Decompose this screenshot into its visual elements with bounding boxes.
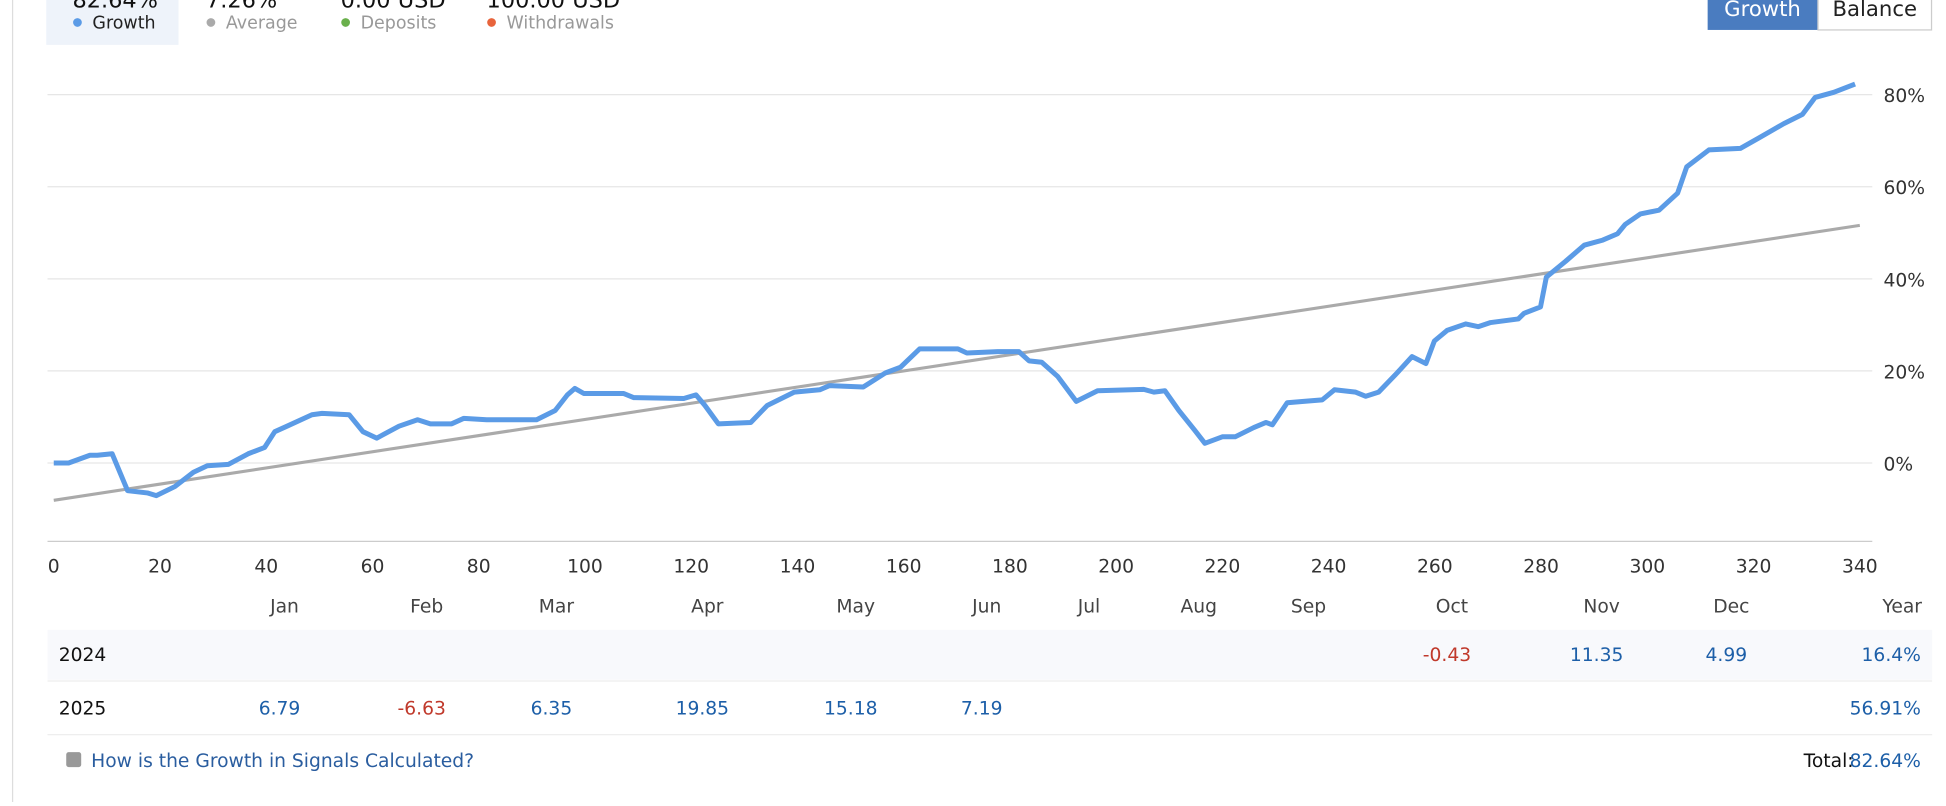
tab[interactable] bbox=[1817, 0, 1933, 31]
x-tick-label: 160 bbox=[886, 557, 922, 578]
series-line bbox=[53, 223, 1861, 502]
column-header: Nov bbox=[1583, 596, 1619, 617]
legend-label: Withdrawals bbox=[507, 14, 615, 34]
legend-label: Growth bbox=[92, 14, 155, 34]
x-tick-label: 340 bbox=[1842, 557, 1878, 578]
stat-value: 100.00 USD bbox=[487, 0, 621, 13]
cell: 15.18 bbox=[824, 699, 878, 720]
column-header: Oct bbox=[1436, 596, 1468, 617]
total-value: 82.64% bbox=[1850, 751, 1921, 772]
stat-value: 82.64% bbox=[72, 0, 158, 13]
legend-dot bbox=[73, 18, 82, 27]
x-tick-label: 220 bbox=[1205, 557, 1241, 578]
cell: 56.91% bbox=[1850, 699, 1921, 720]
cell: 4.99 bbox=[1706, 645, 1748, 666]
column-header: Jan bbox=[269, 596, 299, 617]
y-tick-label: 0% bbox=[1884, 455, 1914, 476]
cell: 19.85 bbox=[676, 699, 729, 720]
x-tick-label: 280 bbox=[1523, 557, 1559, 578]
x-tick-label: 240 bbox=[1311, 557, 1347, 578]
cell: 11.35 bbox=[1570, 645, 1624, 666]
y-tick-label: 80% bbox=[1884, 86, 1926, 107]
column-header: Apr bbox=[691, 596, 724, 617]
row-year: 2024 bbox=[59, 645, 107, 666]
active-stat-bg bbox=[46, 0, 179, 45]
x-tick-label: 100 bbox=[567, 557, 603, 578]
x-tick-label: 60 bbox=[361, 557, 385, 578]
tab-label[interactable]: Growth bbox=[1724, 0, 1801, 21]
x-tick-label: 20 bbox=[148, 557, 172, 578]
x-tick-label: 40 bbox=[254, 557, 278, 578]
column-header: Year bbox=[1881, 596, 1922, 617]
column-header: Feb bbox=[410, 596, 443, 617]
cell: -6.63 bbox=[398, 699, 446, 720]
column-header: Sep bbox=[1291, 596, 1326, 617]
x-tick-label: 300 bbox=[1630, 557, 1666, 578]
x-tick-label: 140 bbox=[780, 557, 816, 578]
cell: -0.43 bbox=[1423, 645, 1471, 666]
column-header: Aug bbox=[1181, 596, 1218, 617]
column-header: May bbox=[836, 596, 875, 617]
column-header: Mar bbox=[539, 596, 575, 617]
legend-label: Average bbox=[226, 14, 298, 34]
x-tick-label: 120 bbox=[673, 557, 709, 578]
x-tick-label: 0 bbox=[48, 557, 60, 578]
column-header: Jul bbox=[1077, 596, 1101, 617]
cell: 16.4% bbox=[1862, 645, 1921, 666]
cell: 6.35 bbox=[531, 699, 573, 720]
column-header: Dec bbox=[1713, 596, 1749, 617]
row-year: 2025 bbox=[59, 699, 107, 720]
row-bg bbox=[47, 629, 1933, 680]
stat-value: 0.00 USD bbox=[341, 0, 446, 13]
x-tick-label: 260 bbox=[1417, 557, 1453, 578]
y-tick-label: 20% bbox=[1884, 362, 1926, 383]
stat-value: 7.26% bbox=[206, 0, 277, 13]
legend-dot bbox=[206, 18, 216, 27]
x-tick-label: 180 bbox=[992, 557, 1028, 578]
tab-label[interactable]: Balance bbox=[1833, 0, 1918, 21]
legend-label: Deposits bbox=[361, 14, 437, 34]
tab-active[interactable] bbox=[1707, 0, 1818, 30]
x-tick-label: 200 bbox=[1098, 557, 1134, 578]
x-tick-label: 320 bbox=[1736, 557, 1772, 578]
series-line bbox=[53, 81, 1856, 499]
column-header: Jun bbox=[971, 596, 1001, 617]
cell: 7.19 bbox=[961, 699, 1003, 720]
cell: 6.79 bbox=[259, 699, 301, 720]
legend-dot bbox=[341, 18, 350, 27]
help-icon bbox=[66, 752, 82, 768]
y-tick-label: 60% bbox=[1884, 178, 1926, 199]
help-link[interactable]: How is the Growth in Signals Calculated? bbox=[91, 751, 474, 772]
y-tick-label: 40% bbox=[1884, 270, 1926, 291]
x-tick-label: 80 bbox=[467, 557, 491, 578]
legend-dot bbox=[487, 18, 496, 27]
total-label: Total: bbox=[1803, 751, 1854, 772]
